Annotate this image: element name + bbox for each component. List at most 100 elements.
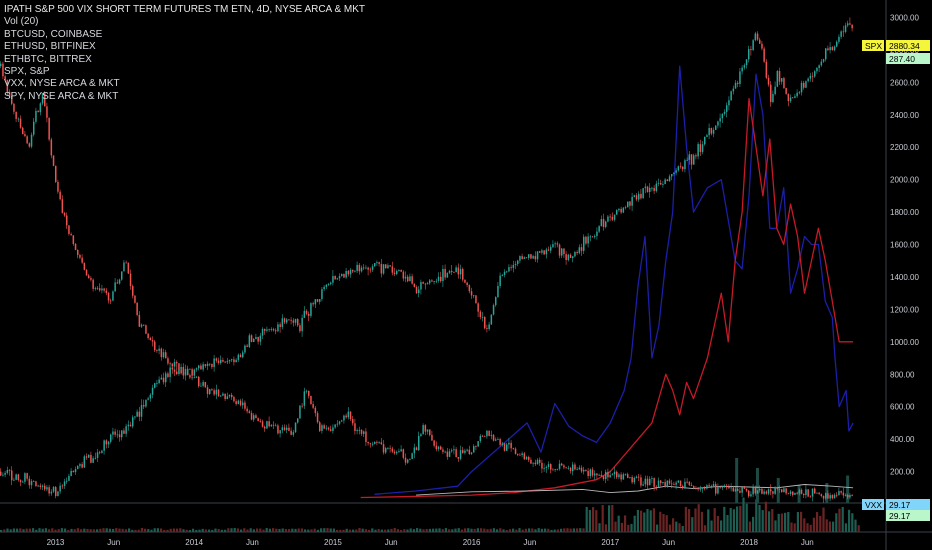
volume-bar xyxy=(566,528,569,532)
candle-body xyxy=(701,144,704,152)
candle-body xyxy=(842,31,845,33)
legend-item-vxx-main[interactable]: IPATH S&P 500 VIX SHORT TERM FUTURES TM … xyxy=(4,4,366,15)
candle-body xyxy=(294,422,297,433)
candle-body xyxy=(792,97,794,99)
legend-item-spy[interactable]: SPY, NYSE ARCA & MKT xyxy=(4,90,119,102)
candle-body xyxy=(484,316,486,329)
candle-body xyxy=(213,390,215,395)
candle-body xyxy=(154,341,156,351)
candle-body xyxy=(745,488,748,491)
candle-body xyxy=(833,46,836,51)
volume-bar xyxy=(368,529,371,532)
candle-body xyxy=(176,362,178,364)
legend-item-spx[interactable]: SPX, S&P xyxy=(4,66,50,78)
candle-body xyxy=(479,435,482,442)
candle-body xyxy=(631,477,633,483)
candle-body xyxy=(699,488,702,490)
candle-body xyxy=(46,487,48,490)
ethbtc-line[interactable] xyxy=(416,484,854,496)
candle-body xyxy=(48,117,50,140)
candle-body xyxy=(770,489,772,492)
candle-body xyxy=(499,439,501,445)
candle-body xyxy=(37,485,39,487)
candle-body xyxy=(211,363,213,368)
candle-body xyxy=(809,75,812,79)
volume-bar xyxy=(54,529,57,532)
candle-body xyxy=(763,48,765,62)
btcusd-line[interactable] xyxy=(374,65,854,495)
candle-body xyxy=(378,442,380,444)
candle-body xyxy=(191,369,193,376)
candle-body xyxy=(547,464,550,468)
candle-body xyxy=(15,111,17,119)
volume-bar xyxy=(352,529,355,532)
candle-body xyxy=(308,313,310,316)
candle-body xyxy=(74,243,77,250)
candle-body xyxy=(380,263,383,274)
candle-body xyxy=(598,474,600,476)
candle-body xyxy=(371,266,374,270)
candle-body xyxy=(79,254,81,258)
candle-body xyxy=(710,485,713,487)
candle-body xyxy=(305,390,308,392)
candle-body xyxy=(354,270,356,272)
candle-body xyxy=(250,335,253,342)
candle-body xyxy=(200,365,202,370)
legend-item-ethusd[interactable]: ETHUSD, BITFINEX xyxy=(4,41,96,53)
candle-body xyxy=(275,330,277,332)
vxx-candles[interactable] xyxy=(0,61,853,503)
candle-body xyxy=(123,262,125,272)
spx-candles[interactable] xyxy=(0,17,853,499)
legend-item-volume[interactable]: Vol (20) xyxy=(4,16,39,28)
candle-body xyxy=(116,434,119,436)
candle-body xyxy=(83,456,86,468)
legend-item-vxx[interactable]: VXX, NYSE ARCA & MKT xyxy=(4,78,120,90)
candle-body xyxy=(235,401,237,404)
candle-body xyxy=(235,359,237,363)
candle-body xyxy=(827,48,829,51)
candle-body xyxy=(712,484,715,486)
volume-bar xyxy=(777,513,780,532)
candle-body xyxy=(644,478,647,485)
candle-body xyxy=(59,485,61,492)
volume-bar xyxy=(201,528,204,532)
volume-bar xyxy=(483,528,486,532)
y-tick-label: 1400.00 xyxy=(890,273,919,282)
volume-bar xyxy=(121,528,124,532)
volume-bar xyxy=(592,507,595,532)
volume-bar xyxy=(585,506,588,532)
legend-item-btcusd[interactable]: BTCUSD, COINBASE xyxy=(4,28,103,40)
candle-body xyxy=(171,363,174,367)
x-tick-label: 2015 xyxy=(324,538,342,547)
candle-body xyxy=(319,422,321,431)
volume-bar xyxy=(745,503,748,532)
candle-body xyxy=(220,395,222,397)
ethusd-line[interactable] xyxy=(360,97,854,499)
candle-body xyxy=(640,193,642,199)
volume-bar xyxy=(214,528,217,532)
candle-body xyxy=(385,448,387,453)
candle-body xyxy=(369,443,372,445)
candle-body xyxy=(475,446,477,447)
candle-body xyxy=(121,430,123,438)
volume-bar xyxy=(732,509,735,532)
volume-bar xyxy=(787,512,790,532)
volume-bar xyxy=(528,528,531,532)
candle-body xyxy=(679,166,682,168)
candle-body xyxy=(61,485,64,487)
candle-body xyxy=(371,443,374,445)
candle-body xyxy=(367,442,369,444)
candle-body xyxy=(622,207,625,213)
candle-body xyxy=(715,125,717,130)
volume-bar xyxy=(444,528,447,532)
candle-body xyxy=(726,105,728,112)
candle-body xyxy=(800,489,803,494)
candle-body xyxy=(638,476,640,478)
candle-body xyxy=(404,457,407,463)
legend-item-ethbtc[interactable]: ETHBTC, BITTREX xyxy=(4,53,92,65)
candle-body xyxy=(455,267,457,273)
candle-body xyxy=(484,435,486,437)
volume-bar xyxy=(425,529,428,532)
candle-body xyxy=(613,214,616,220)
